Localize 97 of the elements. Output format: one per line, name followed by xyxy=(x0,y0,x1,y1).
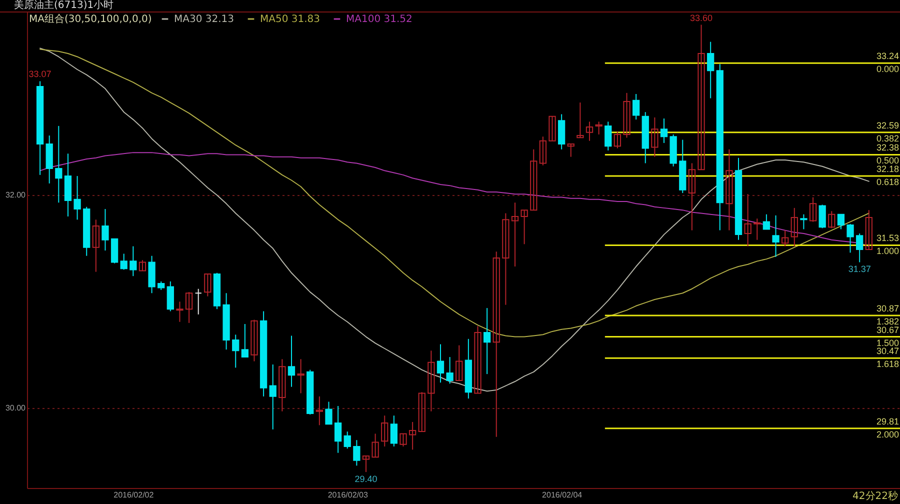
candlestick xyxy=(418,392,426,432)
candlestick xyxy=(492,251,500,438)
candlestick xyxy=(809,196,817,222)
candlestick xyxy=(194,288,202,315)
candlestick xyxy=(502,212,510,306)
x-tick-label: 2016/02/04 xyxy=(542,490,583,500)
candlestick xyxy=(297,358,304,394)
ref-line-label: 30.47 1.618 xyxy=(876,346,899,370)
candlestick xyxy=(865,210,872,250)
candlestick xyxy=(250,319,258,362)
candlestick xyxy=(707,41,714,99)
candlestick xyxy=(372,433,379,458)
annotation: 33.60 xyxy=(690,12,713,23)
y-tick-label: 32.00 xyxy=(5,190,26,200)
candlestick xyxy=(754,218,761,240)
ref-line-label: 32.38 0.500 xyxy=(876,142,899,166)
x-tick-label: 2016/02/02 xyxy=(114,490,154,500)
candlestick xyxy=(567,144,574,158)
candlestick xyxy=(362,456,370,473)
candlestick xyxy=(456,344,463,381)
candlestick xyxy=(278,358,286,412)
candlestick xyxy=(130,246,137,277)
candlestick xyxy=(55,125,62,204)
candlestick xyxy=(604,121,612,151)
candlestick xyxy=(800,214,808,230)
candlestick xyxy=(762,214,770,230)
candlestick xyxy=(818,204,826,229)
candlestick xyxy=(408,421,416,450)
candlestick xyxy=(166,280,174,312)
y-tick-label: 30.00 xyxy=(5,404,26,413)
ref-line-label: 32.59 0.382 xyxy=(876,120,899,144)
candlestick xyxy=(539,136,547,166)
candlestick xyxy=(102,208,109,252)
candlestick xyxy=(446,356,454,384)
candlestick xyxy=(623,92,630,138)
legend-label: MA100 31.52 xyxy=(346,14,412,25)
candlestick xyxy=(353,440,360,466)
candlestick xyxy=(846,223,854,254)
legend-label: MA50 31.83 xyxy=(260,14,320,25)
candlestick xyxy=(660,118,668,144)
candlestick xyxy=(436,344,444,384)
candlestick xyxy=(558,114,566,150)
candlestick xyxy=(511,202,519,268)
ref-line-label: 33.24 0.000 xyxy=(876,51,899,74)
candlestick xyxy=(241,324,248,358)
candlestick xyxy=(856,232,864,263)
candlestick xyxy=(837,214,845,230)
candlestick xyxy=(269,364,276,430)
candlestick xyxy=(698,24,705,170)
candlestick xyxy=(595,121,602,135)
candlestick xyxy=(548,116,556,142)
ref-line-label: 30.67 1.500 xyxy=(876,324,899,348)
candlestick xyxy=(474,326,482,394)
candlestick xyxy=(688,162,696,231)
candlestick xyxy=(744,194,752,247)
candlestick xyxy=(400,433,407,447)
text: 42分22秒 xyxy=(852,490,898,502)
candlestick xyxy=(381,415,388,447)
ref-line-label: 29.81 2.000 xyxy=(876,416,899,440)
candlestick xyxy=(92,219,100,272)
candlestick xyxy=(651,116,658,158)
x-tick-label: 2016/02/03 xyxy=(328,490,368,500)
candlestick xyxy=(288,335,296,388)
candlestick xyxy=(828,210,836,229)
candlestick xyxy=(232,334,240,368)
legend-label: MA30 32.13 xyxy=(174,14,234,25)
candlestick xyxy=(614,130,622,149)
candlestick xyxy=(204,273,212,297)
candlestick xyxy=(726,148,733,231)
candlestick xyxy=(586,121,594,142)
candlestick xyxy=(520,210,528,245)
candlestick xyxy=(74,175,81,220)
candlestick xyxy=(316,396,323,426)
candlestick xyxy=(772,214,780,258)
candlestick xyxy=(120,253,128,270)
candlestick xyxy=(576,102,584,138)
candlestick xyxy=(334,406,342,454)
candlestick xyxy=(325,401,332,425)
ref-line-label: 30.87 1.382 xyxy=(876,303,899,326)
ref-line-label: 32.18 0.618 xyxy=(876,164,899,187)
candlestick xyxy=(110,238,118,264)
candlestick xyxy=(428,350,435,412)
ref-line-label: 31.53 1.000 xyxy=(876,233,899,256)
candlestick xyxy=(176,301,184,322)
candlestick xyxy=(782,230,789,247)
candlestick xyxy=(185,292,193,324)
candlestick xyxy=(344,431,351,450)
annotation: 33.07 xyxy=(28,69,52,80)
candlestick xyxy=(483,308,491,375)
annotation: 31.37 xyxy=(848,264,871,274)
candlestick xyxy=(390,415,398,447)
annotation: 29.40 xyxy=(354,474,378,484)
candlestick xyxy=(530,148,538,211)
candlestick xyxy=(138,260,146,272)
legend-title: MA组合(30,50,100,0,0,0) xyxy=(29,13,152,25)
candlestick xyxy=(632,93,640,120)
candlestick xyxy=(790,207,798,247)
